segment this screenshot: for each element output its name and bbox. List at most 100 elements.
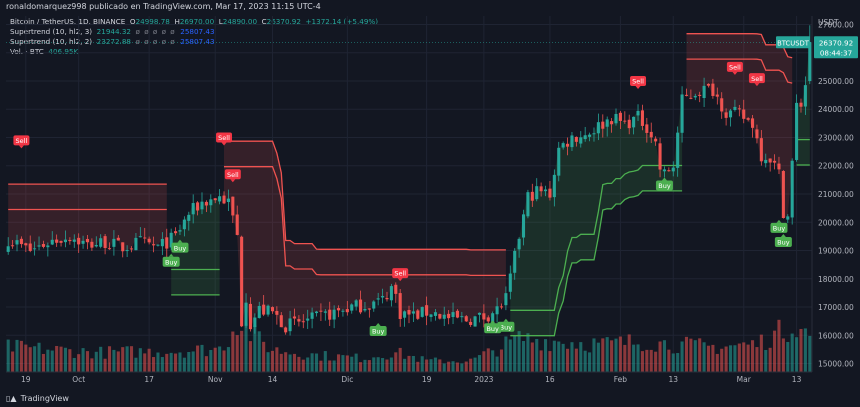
volume-bar xyxy=(46,349,50,372)
volume-bar xyxy=(350,356,354,372)
candle-body xyxy=(715,94,719,97)
candle-body xyxy=(640,110,644,126)
volume-bar xyxy=(548,351,552,372)
volume-bar xyxy=(592,338,596,372)
volume-bar xyxy=(90,358,94,372)
candle-body xyxy=(345,309,349,313)
volume-bar xyxy=(614,338,618,372)
candle-body xyxy=(720,98,724,112)
legend-change: +1372.14 (+5.49%) xyxy=(305,17,379,26)
legend-st1-label[interactable]: Supertrend (10, hl2, 3) xyxy=(10,27,93,36)
volume-bar xyxy=(588,352,592,372)
x-tick-label: Nov xyxy=(208,375,223,384)
candle-body xyxy=(632,116,636,128)
candle-body xyxy=(803,85,807,107)
candle-body xyxy=(160,238,164,247)
signal-label-buy: Buy xyxy=(372,328,385,336)
candle-body xyxy=(125,250,129,252)
x-tick-label: Feb xyxy=(614,375,628,384)
volume-bar xyxy=(733,345,737,372)
volume-bar xyxy=(147,348,151,372)
volume-bar xyxy=(204,356,208,372)
volume-bar xyxy=(270,350,275,372)
volume-bar xyxy=(235,335,239,372)
candle-body xyxy=(284,327,288,333)
volume-bar xyxy=(336,354,341,372)
volume-bar xyxy=(222,350,226,372)
candle-body xyxy=(561,143,565,148)
candle-body xyxy=(491,313,495,324)
signal-label-buy: Buy xyxy=(174,244,187,252)
supertrend-fill-up xyxy=(796,42,810,165)
legend-symbol[interactable]: Bitcoin / TetherUS, 1D, BINANCE xyxy=(10,17,126,26)
supertrend-fill-down xyxy=(686,33,793,219)
volume-bar xyxy=(209,349,213,372)
signal-box-buy xyxy=(497,321,515,332)
candle-body xyxy=(394,284,398,294)
legend-vol-label[interactable]: Vol. · BTC xyxy=(10,47,44,56)
legend-st2-label[interactable]: Supertrend (10, hl2, 2) xyxy=(10,37,93,46)
candle-body xyxy=(94,244,98,247)
candle-body xyxy=(385,297,389,300)
volume-bar xyxy=(314,353,319,372)
volume-bar xyxy=(6,339,10,372)
y-tick-label: 17000.00 xyxy=(818,303,854,312)
volume-bar xyxy=(174,353,178,372)
candle-body xyxy=(601,121,605,129)
candle-body xyxy=(592,133,596,135)
candle-body xyxy=(85,238,90,243)
candle-body xyxy=(279,315,283,328)
volume-bar xyxy=(605,337,609,372)
candle-body xyxy=(59,241,63,243)
volume-bar xyxy=(33,346,37,372)
volume-bar xyxy=(645,349,649,372)
volume-bar xyxy=(218,346,222,372)
supertrend-2-line-down xyxy=(686,58,793,84)
signal-label-buy: Buy xyxy=(486,325,499,333)
legend-open: 24998.78 xyxy=(135,17,170,26)
candle-body xyxy=(442,314,446,319)
candle-body xyxy=(156,244,160,246)
volume-bar xyxy=(596,342,600,372)
legend-st2-row: Supertrend (10, hl2, 2) 23272.88 ø ø ø ø… xyxy=(10,37,378,47)
candle-body xyxy=(182,219,186,230)
volume-bar xyxy=(737,343,741,372)
volume-bar xyxy=(724,346,728,372)
y-tick-label: 22000.00 xyxy=(818,162,854,171)
candle-body xyxy=(165,237,169,249)
countdown: 08:44:37 xyxy=(820,48,852,57)
candle-body xyxy=(750,118,755,128)
candle-body xyxy=(314,311,319,314)
legend-o-label: O xyxy=(129,17,136,26)
candle-body xyxy=(121,242,125,252)
candle-body xyxy=(77,237,81,245)
candle-body xyxy=(336,308,341,311)
candle-body xyxy=(196,202,200,211)
candle-body xyxy=(768,158,772,163)
y-tick-label: 25000.00 xyxy=(818,77,854,86)
signal-pointer xyxy=(375,323,381,327)
legend-c-label: C xyxy=(261,17,267,26)
legend-l-label: L xyxy=(218,17,223,26)
signal-pointer xyxy=(780,234,786,238)
volume-bar xyxy=(561,343,565,372)
volume-bar xyxy=(266,352,270,372)
candle-body xyxy=(724,112,728,118)
candle-body xyxy=(504,293,508,306)
volume-bar xyxy=(398,347,402,372)
volume-bar xyxy=(112,349,116,372)
volume-bar xyxy=(636,344,640,372)
volume-bar xyxy=(376,357,380,372)
volume-bar xyxy=(240,330,244,372)
candle-body xyxy=(107,248,112,250)
candle-body xyxy=(323,311,327,313)
volume-bar xyxy=(658,341,662,372)
signal-pointer xyxy=(230,179,236,183)
volume-bar xyxy=(275,347,279,372)
candle-body xyxy=(517,238,521,250)
legend-st1-dots: ø ø ø ø ø xyxy=(135,27,176,36)
volume-bar xyxy=(570,342,574,372)
volume-bar xyxy=(253,325,257,372)
